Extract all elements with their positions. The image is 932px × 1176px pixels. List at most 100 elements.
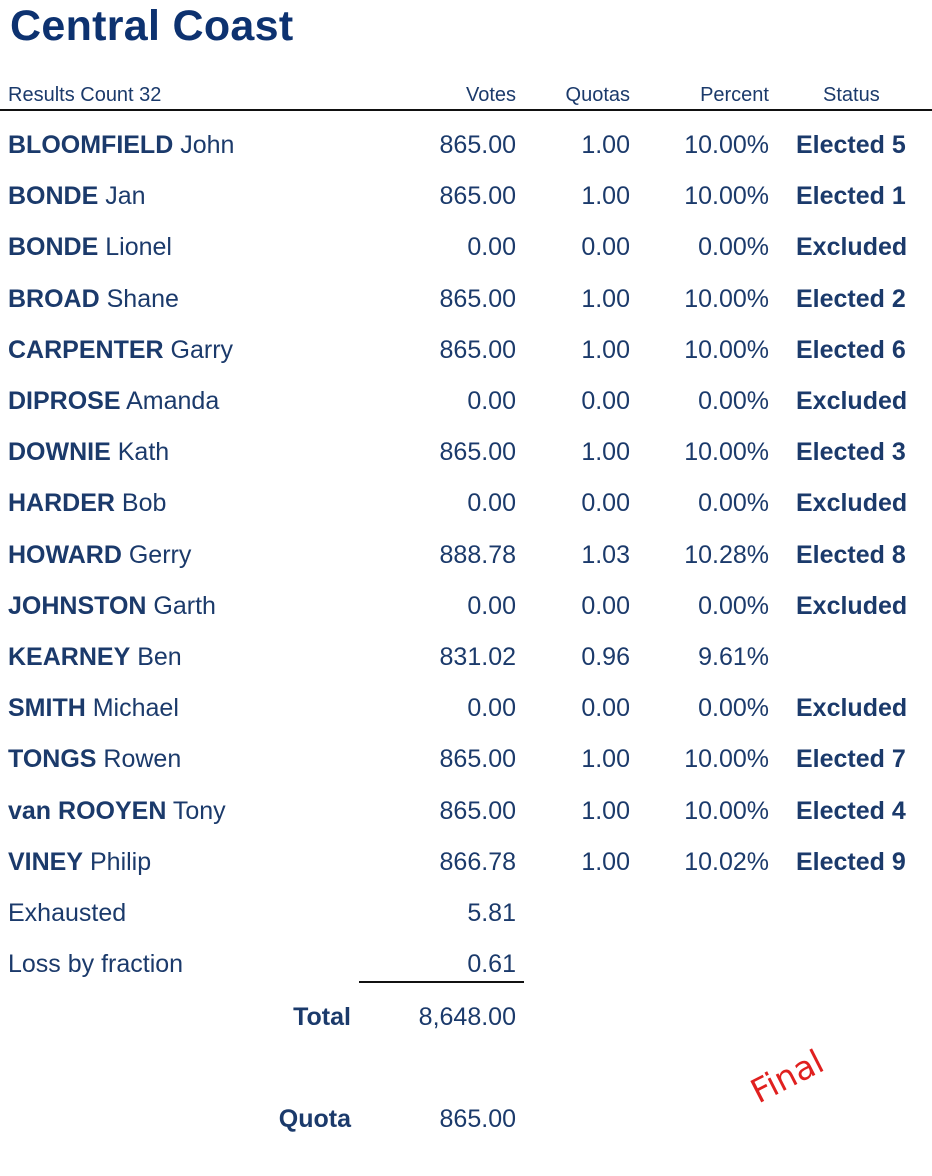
candidate-name: SMITH Michael: [8, 694, 179, 723]
candidate-name: BLOOMFIELD John: [8, 131, 234, 160]
candidate-surname: JOHNSTON: [8, 591, 147, 620]
percent-cell: 0.00%: [698, 591, 769, 620]
candidate-name: VINEY Philip: [8, 848, 151, 877]
candidate-given-name: Jan: [105, 182, 146, 211]
percent-cell: 10.28%: [684, 540, 769, 569]
status-cell: Elected 1: [796, 182, 906, 211]
votes-cell: 865.00: [439, 182, 516, 211]
status-cell: Excluded: [796, 694, 908, 723]
candidate-name: TONGS Rowen: [8, 745, 181, 774]
quotas-cell: 1.00: [581, 182, 630, 211]
status-column-header: Status: [823, 84, 880, 106]
candidate-surname: CARPENTER: [8, 335, 164, 364]
candidate-surname: BLOOMFIELD: [8, 131, 174, 159]
percent-cell: 10.00%: [684, 335, 769, 364]
table-row: BONDE Lionel 0.00 0.00 0.00% Excluded: [0, 233, 932, 273]
table-row: HARDER Bob 0.00 0.00 0.00% Excluded: [0, 489, 932, 529]
votes-cell: 865.00: [439, 438, 516, 467]
quotas-cell: 0.00: [581, 489, 630, 518]
page-title: Central Coast: [10, 2, 294, 50]
percent-cell: 0.00%: [698, 387, 769, 415]
candidate-surname: DOWNIE: [8, 438, 111, 467]
candidate-given-name: Garth: [153, 591, 216, 620]
status-cell: Excluded: [796, 387, 908, 415]
quotas-cell: 1.00: [581, 847, 630, 876]
total-label: Total: [293, 1003, 351, 1031]
extra-votes: 0.61: [467, 950, 516, 979]
candidate-surname: BONDE: [8, 182, 99, 211]
votes-cell: 0.00: [467, 387, 516, 415]
candidate-name: CARPENTER Garry: [8, 336, 233, 365]
candidate-name: DIPROSE Amanda: [8, 387, 219, 416]
table-row: BLOOMFIELD John 865.00 1.00 10.00% Elected 5: [0, 131, 932, 171]
votes-cell: 865.00: [439, 284, 516, 313]
quotas-cell: 0.00: [581, 387, 630, 415]
candidate-surname: DIPROSE: [8, 387, 121, 415]
candidate-given-name: Kath: [117, 438, 170, 467]
candidate-given-name: Amanda: [126, 387, 220, 415]
percent-cell: 10.00%: [684, 796, 769, 825]
candidate-surname: VINEY: [8, 847, 84, 876]
candidate-name: van ROOYEN Tony: [8, 797, 226, 826]
votes-cell: 0.00: [467, 489, 516, 518]
votes-cell: 865.00: [439, 335, 516, 364]
status-cell: Elected 3: [796, 438, 906, 467]
candidate-given-name: Shane: [106, 284, 179, 313]
candidate-surname: KEARNEY: [8, 643, 131, 671]
candidate-given-name: Rowen: [103, 745, 182, 774]
percent-cell: 10.00%: [684, 745, 769, 774]
header-divider: [0, 109, 932, 111]
percent-cell: 10.00%: [684, 438, 769, 467]
status-cell: Elected 5: [796, 131, 906, 159]
candidate-given-name: Gerry: [128, 540, 192, 569]
percent-cell: 10.00%: [684, 131, 769, 159]
percent-cell: 10.00%: [684, 182, 769, 211]
quota-label: Quota: [278, 1105, 351, 1133]
quotas-cell: 1.00: [581, 284, 630, 313]
extra-row: Exhausted 5.81: [0, 899, 932, 939]
candidate-name: DOWNIE Kath: [8, 438, 169, 467]
votes-cell: 831.02: [439, 643, 516, 671]
candidate-given-name: Michael: [92, 694, 179, 723]
votes-cell: 865.00: [439, 796, 516, 825]
candidate-surname: HOWARD: [8, 540, 122, 569]
percent-cell: 0.00%: [698, 694, 769, 723]
quota-value: 865.00: [439, 1105, 516, 1133]
candidate-name: JOHNSTON Garth: [8, 592, 216, 621]
candidate-given-name: Ben: [137, 643, 182, 671]
status-cell: Elected 6: [796, 335, 906, 364]
table-row: CARPENTER Garry 865.00 1.00 10.00% Elected 6: [0, 336, 932, 376]
votes-cell: 0.00: [467, 591, 516, 620]
quotas-cell: 1.00: [581, 796, 630, 825]
final-stamp: Final: [744, 1041, 830, 1111]
quotas-column-header: Quotas: [565, 84, 630, 106]
candidate-given-name: Lionel: [105, 233, 172, 262]
results-count-label: Results Count 32: [8, 84, 162, 106]
candidate-name: KEARNEY Ben: [8, 643, 182, 672]
candidate-surname: HARDER: [8, 489, 115, 518]
table-row: JOHNSTON Garth 0.00 0.00 0.00% Excluded: [0, 592, 932, 632]
extra-label: Loss by fraction: [8, 950, 184, 979]
table-row: BONDE Jan 865.00 1.00 10.00% Elected 1: [0, 182, 932, 222]
quotas-cell: 1.00: [581, 131, 630, 159]
quotas-cell: 1.03: [581, 540, 630, 569]
percent-cell: 10.02%: [684, 847, 769, 876]
candidate-name: HOWARD Gerry: [8, 541, 191, 570]
candidate-surname: van ROOYEN: [8, 796, 167, 825]
votes-cell: 865.00: [439, 131, 516, 159]
extra-label: Exhausted: [8, 899, 127, 927]
votes-cell: 866.78: [439, 847, 516, 876]
votes-cell: 0.00: [467, 694, 516, 723]
candidate-surname: BROAD: [8, 284, 100, 313]
status-cell: Elected 8: [796, 540, 906, 569]
table-row: van ROOYEN Tony 865.00 1.00 10.00% Elected 4: [0, 797, 932, 837]
candidate-name: BROAD Shane: [8, 285, 179, 314]
candidate-given-name: Garry: [170, 335, 234, 364]
percent-cell: 10.00%: [684, 284, 769, 313]
table-row: KEARNEY Ben 831.02 0.96 9.61%: [0, 643, 932, 683]
percent-cell: 0.00%: [698, 489, 769, 518]
extra-votes: 5.81: [467, 899, 516, 927]
quotas-cell: 0.00: [581, 591, 630, 620]
quotas-cell: 0.00: [581, 233, 630, 262]
table-row: SMITH Michael 0.00 0.00 0.00% Excluded: [0, 694, 932, 734]
